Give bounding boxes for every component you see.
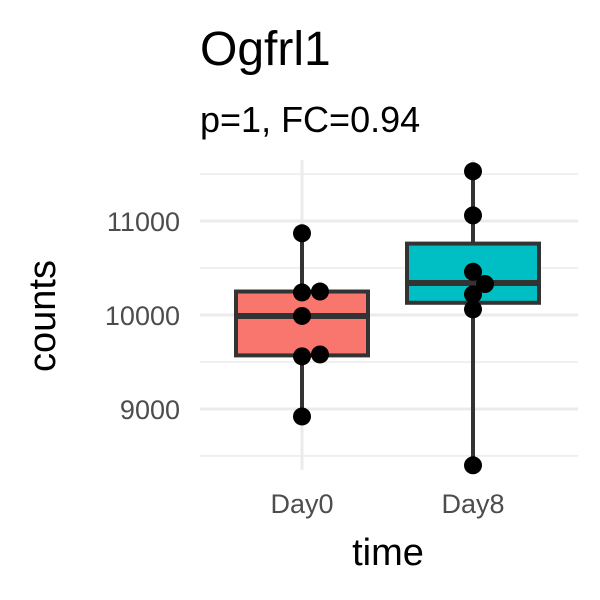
data-point bbox=[464, 206, 482, 225]
y-axis-title: counts bbox=[22, 260, 64, 372]
x-tick-label: Day0 bbox=[270, 489, 333, 519]
data-point bbox=[311, 282, 329, 301]
data-point bbox=[464, 285, 482, 304]
data-point bbox=[293, 347, 311, 366]
data-point bbox=[464, 456, 482, 475]
data-point bbox=[293, 283, 311, 302]
chart-title: Ogfrl1 bbox=[200, 23, 331, 76]
data-point bbox=[311, 345, 329, 364]
boxes bbox=[234, 171, 541, 466]
data-point bbox=[293, 224, 311, 243]
x-axis-title: time bbox=[352, 532, 424, 574]
data-point bbox=[293, 306, 311, 325]
data-point bbox=[293, 407, 311, 426]
y-tick-label: 9000 bbox=[120, 395, 180, 425]
chart-subtitle: p=1, FC=0.94 bbox=[200, 99, 420, 140]
y-tick-label: 10000 bbox=[105, 301, 180, 331]
data-point bbox=[464, 162, 482, 181]
x-tick-label: Day8 bbox=[441, 489, 504, 519]
data-point bbox=[464, 300, 482, 319]
y-axis-ticks: 9000 10000 11000 bbox=[105, 207, 180, 425]
y-tick-label: 11000 bbox=[107, 207, 180, 237]
x-axis-ticks: Day0 Day8 bbox=[270, 489, 504, 519]
data-point bbox=[464, 262, 482, 281]
data-point bbox=[476, 275, 494, 293]
data-points bbox=[293, 162, 494, 475]
